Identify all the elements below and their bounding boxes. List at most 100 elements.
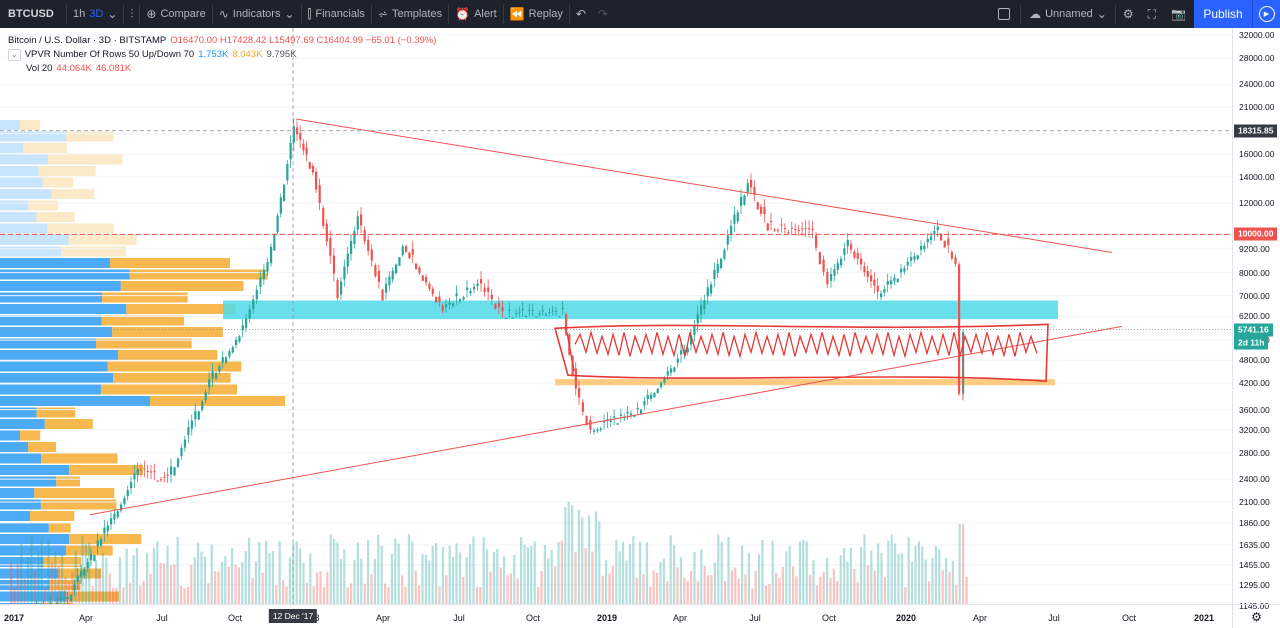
candle-body <box>346 253 349 267</box>
axis-settings-button[interactable]: ⚙ <box>1232 604 1280 628</box>
interval-1h[interactable]: 1h <box>73 8 86 20</box>
volume-bar <box>288 557 291 604</box>
candle-body <box>863 266 866 273</box>
volume-bar <box>856 582 859 604</box>
candle-body <box>322 208 325 226</box>
vpvr-down-bar <box>69 534 142 544</box>
ascending-trendline <box>89 325 1123 516</box>
vpvr-down-bar <box>36 212 75 222</box>
symbol-search[interactable]: BTCUSD <box>0 0 66 28</box>
candle-body <box>693 325 696 336</box>
vpvr-up-bar <box>0 603 43 604</box>
candle-body <box>173 467 176 476</box>
candle-body <box>204 392 207 401</box>
layout-toggle-button[interactable] <box>988 0 1020 28</box>
indicators-icon: ∿ <box>218 7 229 21</box>
volume-bar <box>479 587 482 604</box>
vpvr-down-bar <box>40 499 117 510</box>
compare-button[interactable]: ⊕ Compare <box>140 0 211 28</box>
interval-3d[interactable]: 3D <box>89 8 104 20</box>
alert-button[interactable]: ⏰ Alert <box>449 0 503 28</box>
vpvr-legend[interactable]: ⌄ VPVR Number Of Rows 50 Up/Down 70 1.75… <box>8 48 436 62</box>
volume-bar <box>863 534 866 604</box>
volume-bar <box>360 558 363 604</box>
settings-button[interactable]: ⚙ <box>1116 0 1141 28</box>
volume-bar <box>537 586 540 604</box>
volume-bar <box>108 573 111 604</box>
replay-button[interactable]: ⏪ Replay <box>504 0 569 28</box>
vpvr-up-bar <box>0 430 21 441</box>
volume-bar <box>639 541 642 604</box>
volume-bar <box>67 581 70 604</box>
candle-body <box>913 256 916 260</box>
volume-bar <box>588 515 591 604</box>
volume-bar <box>962 524 965 604</box>
templates-button[interactable]: ⩫ Templates <box>372 0 448 28</box>
candle-body <box>926 238 929 243</box>
volume-bar <box>509 573 512 604</box>
vpvr-down-bar <box>34 488 115 498</box>
undo-button[interactable]: ↶ <box>570 0 592 28</box>
candle-body <box>273 233 276 251</box>
candle-body <box>459 299 462 302</box>
candle-body <box>818 251 821 265</box>
chevron-down-icon: ⌄ <box>1096 7 1107 21</box>
collapse-chevron-icon[interactable]: ⌄ <box>8 49 21 61</box>
volume-bar <box>370 574 373 604</box>
chart-type-button[interactable]: ⫶ <box>124 0 139 28</box>
price-axis-label: 1635.00 <box>1239 539 1270 550</box>
volume-bar <box>713 562 716 604</box>
time-axis[interactable]: 2017AprJulOct8AprJulOct2019AprJulOct2020… <box>0 604 1232 628</box>
candle-body <box>176 458 180 467</box>
volume-bar <box>890 534 893 604</box>
candle-body <box>211 370 214 379</box>
vpvr-down-bar <box>120 281 244 291</box>
vpvr-up-bar <box>0 258 110 268</box>
volume-bar <box>380 545 383 604</box>
candle-body <box>836 263 839 270</box>
vpvr-up-bar <box>0 304 127 314</box>
vpvr-up-bar <box>0 396 150 406</box>
chart-canvas[interactable] <box>0 28 1232 604</box>
volume-legend[interactable]: Vol 20 44.064K 46.081K <box>8 62 436 76</box>
volume-bar <box>645 542 648 604</box>
symbol-label: BTCUSD <box>8 8 54 20</box>
interval-selector[interactable]: 1h 3D ⌄ <box>67 0 123 28</box>
chevron-down-icon[interactable]: ⌄ <box>107 7 118 21</box>
camera-icon: 📷 <box>1171 7 1186 21</box>
play-button[interactable]: ▶ <box>1252 0 1280 28</box>
candle-body <box>856 253 859 259</box>
redo-button[interactable]: ↷ <box>592 0 614 28</box>
candle-body <box>766 223 769 231</box>
price-axis-label: 1145.00 <box>1239 601 1270 611</box>
volume-bar <box>244 551 247 604</box>
price-axis[interactable]: 32000.0028000.0024000.0021000.0018000.00… <box>1232 28 1280 611</box>
candle-body <box>238 336 241 342</box>
financials-button[interactable]: ⫿ Financials <box>302 0 371 28</box>
volume-bar <box>81 535 84 604</box>
volume-bar <box>662 558 665 604</box>
vpvr-total-value: 9.795K <box>266 49 297 60</box>
volume-bar <box>387 587 390 604</box>
vpvr-down-bar <box>51 189 95 199</box>
candle-body <box>910 257 913 261</box>
chart-pane[interactable] <box>0 28 1280 628</box>
candles-icon: ⫶ <box>130 7 134 21</box>
candle-body <box>558 316 561 318</box>
indicators-button[interactable]: ∿ Indicators ⌄ <box>213 0 301 28</box>
vpvr-down-bar <box>66 131 114 142</box>
volume-bar <box>251 578 254 604</box>
snapshot-button[interactable]: 📷 <box>1163 0 1194 28</box>
vpvr-up-bar <box>0 407 37 418</box>
fullscreen-button[interactable]: ⛶ <box>1141 0 1163 28</box>
volume-bar <box>295 541 298 604</box>
candle-body <box>363 230 366 242</box>
publish-button[interactable]: Publish <box>1194 0 1252 28</box>
layout-name-button[interactable]: ☁ Unnamed ⌄ <box>1021 0 1115 28</box>
volume-bar <box>166 545 169 604</box>
volume-bar <box>945 558 948 604</box>
candle-body <box>156 480 159 482</box>
volume-bar <box>720 541 723 604</box>
volume-bar <box>598 521 601 604</box>
candle-body <box>136 469 139 476</box>
